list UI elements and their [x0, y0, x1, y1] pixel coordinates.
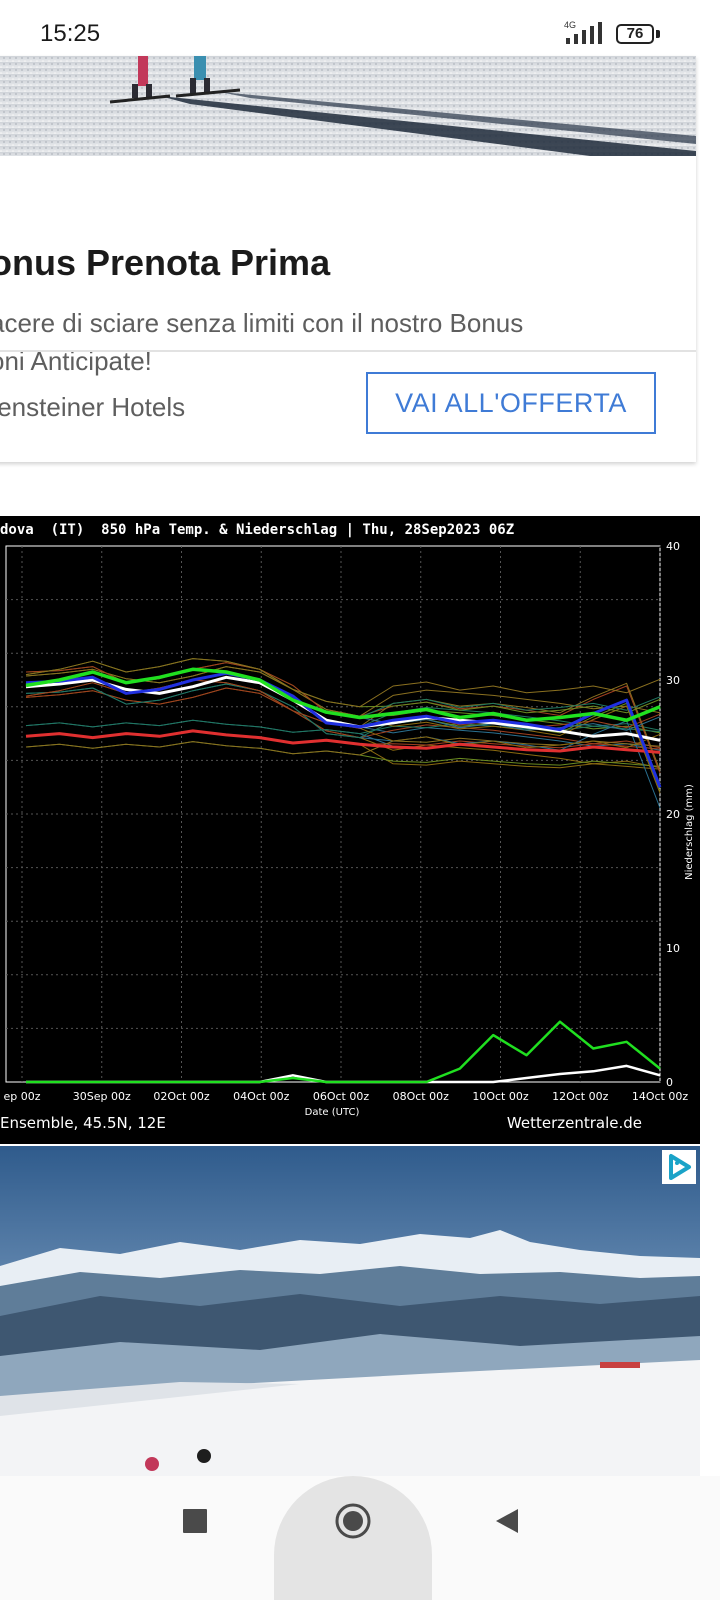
card-divider [0, 350, 696, 352]
x-tick-label: 04Oct 00z [233, 1090, 290, 1103]
battery-icon: 76 [616, 24, 654, 44]
ad-title[interactable]: onus Prenota Prima [0, 242, 331, 283]
chart-footer-left: Ensemble, 45.5N, 12E [0, 1114, 166, 1132]
battery-tip [656, 30, 660, 38]
ensemble-member-line [25, 687, 661, 749]
chart-ylabel-right: Niederschlag (mm) [684, 784, 695, 880]
temperature-series-line [25, 671, 662, 788]
ensemble-member-line [25, 683, 661, 789]
y-right-tick-label: 40 [666, 540, 680, 553]
status-bar: 15:25 4G 76 [0, 0, 720, 56]
temperature-series-line [25, 667, 661, 722]
x-tick-label: ep 00z [3, 1090, 40, 1103]
triangle-back-icon[interactable] [494, 1508, 520, 1534]
chart-xlabel: Date (UTC) [305, 1107, 360, 1118]
vai-all-offerta-button[interactable]: VAI ALL'OFFERTA [366, 372, 656, 434]
precipitation-series-line [26, 1064, 661, 1084]
y-right-tick-label: 20 [666, 808, 680, 821]
ensemble-member-line [25, 683, 661, 809]
ad-advertiser: tensteiner Hotels [0, 392, 186, 422]
ad-card[interactable]: onus Prenota Prima acere di sciare senza… [0, 56, 696, 462]
signal-icon: 4G [564, 20, 602, 44]
weather-chart[interactable]: dova (IT) 850 hPa Temp. & Niederschlag |… [0, 516, 700, 1144]
x-tick-label: 08Oct 00z [393, 1090, 450, 1103]
ensemble-member-line [25, 666, 661, 717]
ensemble-member-line [25, 668, 661, 731]
battery-level: 76 [626, 25, 644, 42]
x-tick-label: 10Oct 00z [472, 1090, 529, 1103]
square-icon[interactable] [182, 1508, 208, 1534]
ad-card-image[interactable] [0, 56, 696, 156]
temperature-series-line [25, 675, 661, 742]
x-tick-label: 06Oct 00z [313, 1090, 370, 1103]
network-type: 4G [564, 20, 576, 30]
ensemble-member-line [25, 658, 661, 708]
precipitation-series-line [26, 1020, 661, 1084]
y-right-tick-label: 0 [666, 1076, 673, 1089]
chart-footer-right: Wetterzentrale.de [507, 1114, 642, 1132]
status-time: 15:25 [40, 20, 101, 47]
y-right-tick-label: 10 [666, 942, 680, 955]
x-tick-label: 14Oct 00z [632, 1090, 689, 1103]
ensemble-member-line [25, 737, 661, 756]
bottom-ad-image[interactable] [0, 1146, 700, 1476]
chart-title: dova (IT) 850 hPa Temp. & Niederschlag |… [0, 522, 514, 538]
x-tick-label: 02Oct 00z [153, 1090, 210, 1103]
chart-svg: dova (IT) 850 hPa Temp. & Niederschlag |… [0, 522, 695, 1132]
ad-choices-icon[interactable] [662, 1150, 696, 1184]
x-tick-label: 12Oct 00z [552, 1090, 609, 1103]
circle-icon[interactable] [334, 1502, 372, 1540]
temperature-series-line [25, 729, 661, 754]
ad-description-line-1: acere di sciare senza limiti con il nost… [0, 308, 524, 338]
y-right-tick-label: 30 [666, 674, 680, 687]
x-tick-label: 30Sep 00z [73, 1090, 131, 1103]
ad-description: acere di sciare senza limiti con il nost… [0, 304, 680, 380]
